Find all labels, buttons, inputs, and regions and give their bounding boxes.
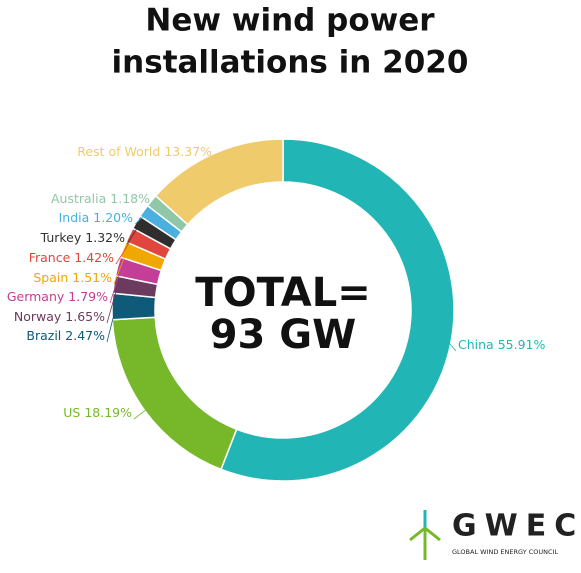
slice-value-label: 18.19% [84,405,132,420]
logo-name: GWEC [452,509,581,544]
slice-value-label: 13.37% [164,144,212,159]
slice-category: India [59,210,90,225]
slice-category: Rest of World [77,144,160,159]
center-label: TOTAL= [195,270,370,316]
slice-category: Spain [33,270,68,285]
chart-title: installations in 2020 [112,45,469,81]
slice-value-label: 1.79% [68,289,108,304]
slice-category: US [63,405,80,420]
leader-line [134,408,148,419]
slice-label: China 55.91% [458,337,546,352]
slice-label: Spain 1.51% [33,270,112,285]
chart-title: New wind power [145,3,435,39]
slice-label: Australia 1.18% [51,191,150,206]
slice-category: Australia [51,191,106,206]
slice-label: US 18.19% [63,405,132,420]
slice-value-label: 1.51% [72,270,112,285]
slice-value-label: 1.18% [110,191,150,206]
logo-tagline: GLOBAL WIND ENERGY COUNCIL [452,548,558,556]
slice-category: Norway [14,309,62,324]
slice-value-label: 1.20% [93,210,133,225]
center-label: 93 GW [210,312,357,358]
slice-value-label: 1.65% [65,309,105,324]
slice-label: Brazil 2.47% [26,328,105,343]
slice-category: China [458,337,494,352]
slice-value-label: 2.47% [65,328,105,343]
slice-category: Germany [7,289,65,304]
slice-category: France [29,250,71,265]
logo-icon [410,510,440,560]
slice-value-label: 1.32% [85,230,125,245]
slice-label: Rest of World 13.37% [77,144,212,159]
slice-category: Turkey [40,230,82,245]
slice-category: Brazil [26,328,61,343]
slice-value-label: 55.91% [498,337,546,352]
slice-value-label: 1.42% [74,250,114,265]
